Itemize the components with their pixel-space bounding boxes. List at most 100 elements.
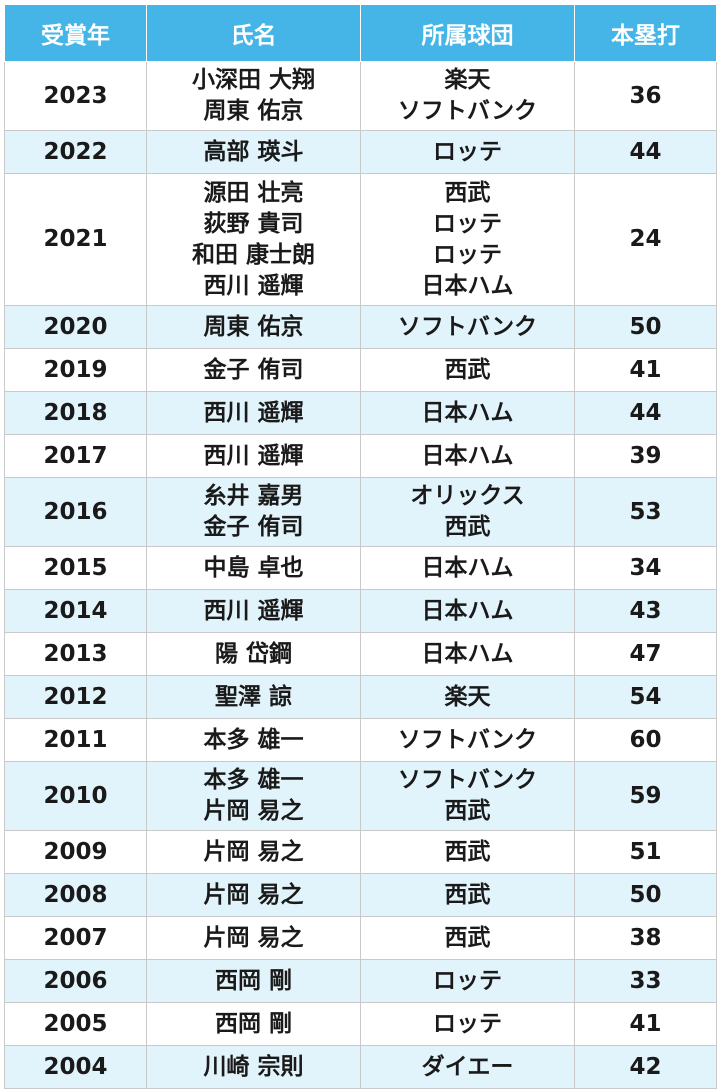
- player-name: 片岡 易之: [203, 838, 304, 865]
- player-name: 周東 佑京: [203, 98, 304, 124]
- cell-name: 高部 瑛斗: [146, 130, 361, 174]
- cell-team: ソフトバンク: [360, 718, 575, 762]
- table-row: 2017 西川 遥輝 日本ハム 39: [4, 434, 717, 478]
- table-header-row: 受賞年 氏名 所属球団 本塁打: [4, 4, 717, 62]
- cell-name: 陽 岱鋼: [146, 632, 361, 676]
- cell-team: 西武: [360, 916, 575, 960]
- cell-name: 片岡 易之: [146, 830, 361, 874]
- cell-team: 西武: [360, 348, 575, 392]
- team-name: 西武: [444, 356, 491, 383]
- cell-year: 2004: [4, 1045, 147, 1089]
- cell-hr: 60: [574, 718, 717, 762]
- cell-hr: 53: [574, 477, 717, 547]
- header-team: 所属球団: [360, 4, 575, 62]
- player-name: 西岡 剛: [214, 1010, 292, 1037]
- team-name: 楽天: [444, 67, 491, 93]
- cell-year: 2020: [4, 305, 147, 349]
- team-name: 西武: [444, 838, 491, 865]
- table-row: 2016 糸井 嘉男 金子 侑司 オリックス 西武 53: [4, 477, 717, 547]
- table-row: 2010 本多 雄一 片岡 易之 ソフトバンク 西武 59: [4, 761, 717, 831]
- player-name: 金子 侑司: [203, 514, 304, 540]
- cell-hr: 39: [574, 434, 717, 478]
- cell-year: 2017: [4, 434, 147, 478]
- team-name: 日本ハム: [421, 597, 514, 624]
- cell-team: ロッテ: [360, 1002, 575, 1046]
- table-row: 2006 西岡 剛 ロッテ 33: [4, 959, 717, 1003]
- team-name: ロッテ: [433, 138, 502, 165]
- cell-year: 2007: [4, 916, 147, 960]
- team-name: 日本ハム: [421, 640, 514, 667]
- cell-team: 日本ハム: [360, 391, 575, 435]
- cell-team: 楽天: [360, 675, 575, 719]
- header-name: 氏名: [146, 4, 361, 62]
- cell-name: 川崎 宗則: [146, 1045, 361, 1089]
- player-name: 源田 壮亮: [203, 179, 304, 206]
- header-year: 受賞年: [4, 4, 147, 62]
- team-name: 日本ハム: [421, 272, 514, 299]
- cell-name: 片岡 易之: [146, 916, 361, 960]
- table-row: 2008 片岡 易之 西武 50: [4, 873, 717, 917]
- cell-hr: 36: [574, 61, 717, 131]
- cell-team: 西武 ロッテ ロッテ 日本ハム: [360, 173, 575, 306]
- table-row: 2012 聖澤 諒 楽天 54: [4, 675, 717, 719]
- table-row: 2020 周東 佑京 ソフトバンク 50: [4, 305, 717, 349]
- player-name: 西川 遥輝: [203, 597, 304, 624]
- cell-name: 糸井 嘉男金子 侑司: [146, 477, 361, 547]
- cell-hr: 34: [574, 546, 717, 590]
- cell-hr: 24: [574, 173, 717, 306]
- team-name: 西武: [444, 881, 491, 908]
- team-name: ロッテ: [433, 241, 502, 268]
- cell-name: 西岡 剛: [146, 1002, 361, 1046]
- cell-hr: 51: [574, 830, 717, 874]
- cell-year: 2009: [4, 830, 147, 874]
- cell-hr: 47: [574, 632, 717, 676]
- player-name: 和田 康士朗: [191, 241, 315, 268]
- player-name: 金子 侑司: [203, 356, 304, 383]
- player-name: 本多 雄一: [203, 726, 304, 753]
- cell-team: オリックス 西武: [360, 477, 575, 547]
- cell-name: 西川 遥輝: [146, 434, 361, 478]
- cell-hr: 54: [574, 675, 717, 719]
- cell-team: 西武: [360, 873, 575, 917]
- player-name: 聖澤 諒: [214, 683, 292, 710]
- team-name: 西武: [444, 924, 491, 951]
- player-name: 西川 遥輝: [203, 272, 304, 299]
- cell-team: ソフトバンク 西武: [360, 761, 575, 831]
- cell-name: 源田 壮亮荻野 貴司和田 康士朗 西川 遥輝: [146, 173, 361, 306]
- cell-year: 2012: [4, 675, 147, 719]
- cell-hr: 44: [574, 130, 717, 174]
- cell-name: 西川 遥輝: [146, 589, 361, 633]
- cell-year: 2011: [4, 718, 147, 762]
- table-row: 2007 片岡 易之 西武 38: [4, 916, 717, 960]
- cell-team: 日本ハム: [360, 632, 575, 676]
- player-name: 高部 瑛斗: [203, 138, 304, 165]
- cell-team: ダイエー: [360, 1045, 575, 1089]
- player-name: 糸井 嘉男: [203, 483, 304, 509]
- player-name: 周東 佑京: [203, 313, 304, 340]
- cell-year: 2018: [4, 391, 147, 435]
- cell-year: 2005: [4, 1002, 147, 1046]
- cell-name: 金子 侑司: [146, 348, 361, 392]
- cell-year: 2008: [4, 873, 147, 917]
- player-name: 川崎 宗則: [203, 1053, 304, 1080]
- cell-team: 日本ハム: [360, 546, 575, 590]
- team-name: オリックス: [410, 483, 525, 509]
- cell-year: 2021: [4, 173, 147, 306]
- team-name: ソフトバンク: [397, 726, 538, 753]
- cell-hr: 33: [574, 959, 717, 1003]
- cell-name: 周東 佑京: [146, 305, 361, 349]
- player-name: 荻野 貴司: [203, 210, 304, 237]
- player-name: 中島 卓也: [203, 554, 304, 581]
- table-row: 2021 源田 壮亮 荻野 貴司 和田 康士朗 西川 遥輝 西武 ロッテ ロッテ 日本ハム 24: [4, 173, 717, 306]
- table-row: 2019 金子 侑司 西武 41: [4, 348, 717, 392]
- award-table: 受賞年 氏名 所属球団 本塁打 2023 小深田 大翔 周東 佑京 楽天 ソフトバンク 3…: [4, 4, 717, 1089]
- cell-hr: 43: [574, 589, 717, 633]
- player-name: 西岡 剛: [214, 967, 292, 994]
- table-row: 2023 小深田 大翔 周東 佑京 楽天 ソフトバンク 36: [4, 61, 717, 131]
- team-name: 日本ハム: [421, 399, 514, 426]
- team-name: ロッテ: [433, 967, 502, 994]
- cell-team: 楽天 ソフトバンク: [360, 61, 575, 131]
- cell-hr: 50: [574, 873, 717, 917]
- cell-year: 2015: [4, 546, 147, 590]
- table-row: 2005 西岡 剛 ロッテ 41: [4, 1002, 717, 1046]
